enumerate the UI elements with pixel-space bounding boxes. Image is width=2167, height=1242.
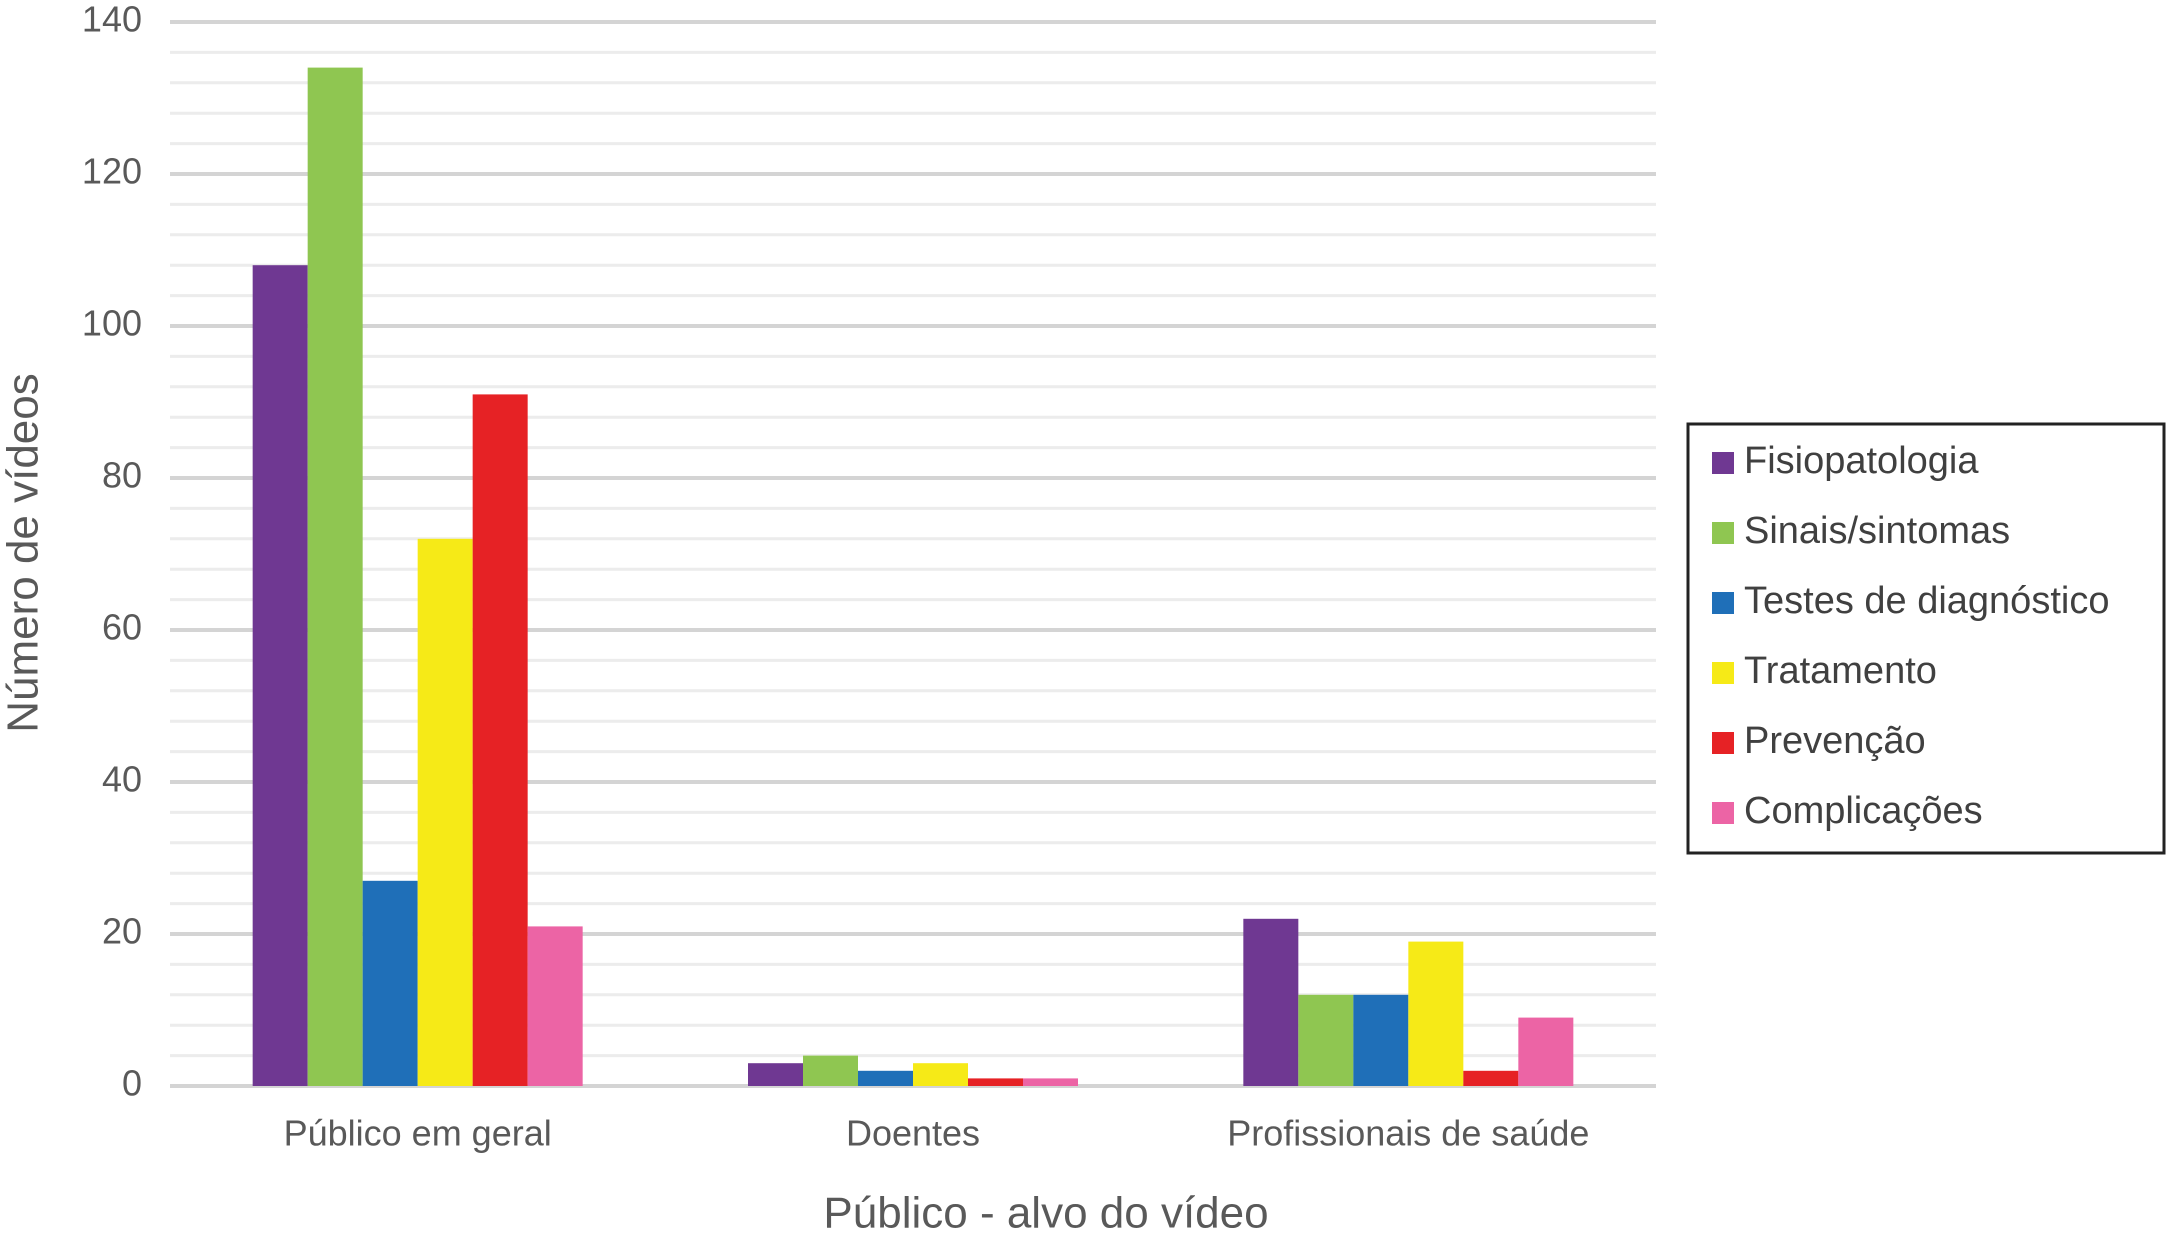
y-tick-label: 40 xyxy=(102,759,142,800)
bar xyxy=(1463,1070,1519,1086)
legend-swatch xyxy=(1712,452,1734,474)
x-tick-label: Doentes xyxy=(846,1113,980,1154)
bar xyxy=(1243,918,1299,1086)
y-tick-label: 60 xyxy=(102,607,142,648)
legend-swatch xyxy=(1712,802,1734,824)
bar xyxy=(1298,994,1354,1086)
y-tick-label: 100 xyxy=(82,303,142,344)
bar xyxy=(1353,994,1409,1086)
bar xyxy=(252,265,308,1086)
legend-box xyxy=(1686,422,2166,855)
y-axis-title: Número de vídeos xyxy=(0,373,48,733)
bar xyxy=(968,1078,1023,1086)
bar xyxy=(472,394,528,1086)
bar xyxy=(858,1070,913,1086)
bar xyxy=(362,880,418,1086)
y-tick-label: 80 xyxy=(102,455,142,496)
legend-swatch xyxy=(1712,522,1734,544)
legend-label: Complicações xyxy=(1744,790,1983,832)
bar xyxy=(1518,1017,1574,1086)
legend-label: Tratamento xyxy=(1744,650,1937,692)
y-tick-label: 140 xyxy=(82,0,142,40)
legend-swatch xyxy=(1712,732,1734,754)
x-axis-title: Público - alvo do vídeo xyxy=(823,1189,1268,1238)
bar xyxy=(803,1055,858,1086)
y-tick-label: 120 xyxy=(82,151,142,192)
legend-label: Sinais/sintomas xyxy=(1744,510,2010,552)
y-tick-label: 0 xyxy=(122,1063,142,1104)
legend-label: Testes de diagnóstico xyxy=(1744,580,2109,622)
bar xyxy=(417,538,473,1086)
bar xyxy=(527,926,583,1086)
bar xyxy=(1023,1078,1078,1086)
legend-label: Prevenção xyxy=(1744,720,1926,762)
y-tick-label: 20 xyxy=(102,911,142,952)
bar xyxy=(307,67,363,1087)
bar xyxy=(913,1063,968,1086)
legend-swatch xyxy=(1712,662,1734,684)
bar xyxy=(1408,941,1464,1086)
legend-swatch xyxy=(1712,592,1734,614)
x-tick-label: Profissionais de saúde xyxy=(1227,1113,1589,1154)
bar xyxy=(748,1063,803,1086)
legend-label: Fisiopatologia xyxy=(1744,440,1979,482)
x-tick-label: Público em geral xyxy=(284,1113,552,1154)
